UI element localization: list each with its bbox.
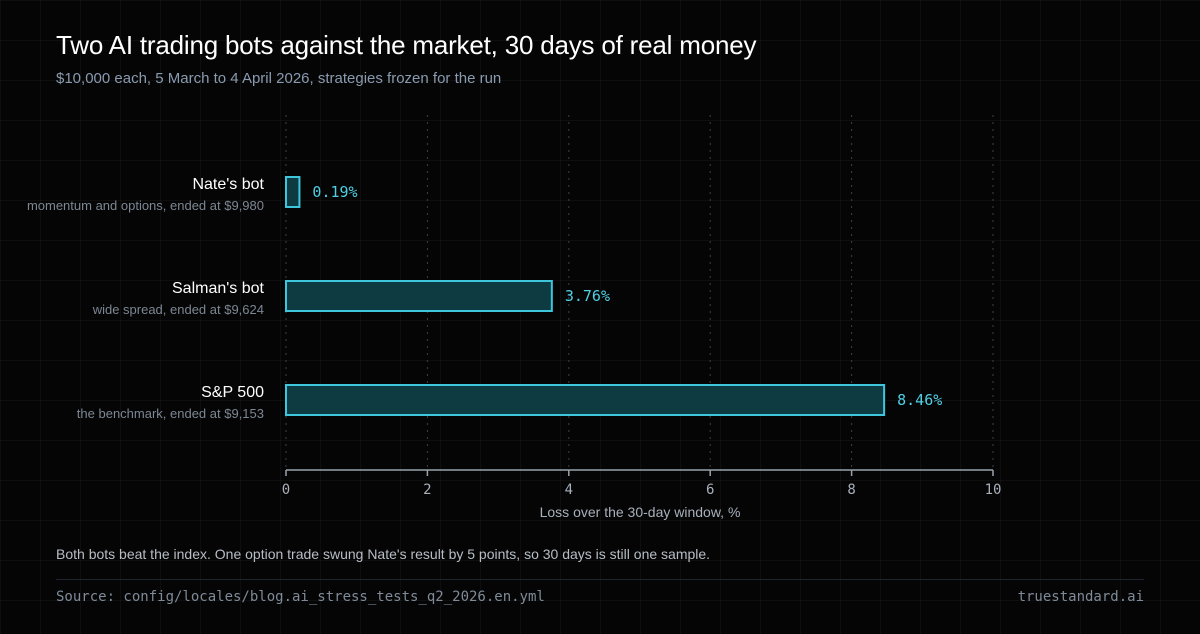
x-tick-label: 4: [565, 482, 573, 498]
x-axis: 0 2 4 6 8 10: [282, 469, 1002, 498]
category-label: S&P 500: [201, 384, 264, 401]
footer-divider: [56, 579, 1144, 580]
data-label: 8.46%: [897, 391, 942, 409]
x-axis-label: Loss over the 30-day window, %: [540, 504, 741, 520]
x-tick-label: 8: [847, 482, 855, 498]
footnote: Both bots beat the index. One option tra…: [56, 546, 711, 562]
data-label: 3.76%: [565, 287, 610, 305]
chart-subtitle: $10,000 each, 5 March to 4 April 2026, s…: [56, 70, 502, 87]
category-note: the benchmark, ended at $9,153: [77, 406, 264, 421]
chart-title: Two AI trading bots against the market, …: [56, 30, 757, 60]
bar: [285, 384, 886, 416]
source-note: Source: config/locales/blog.ai_stress_te…: [56, 589, 545, 605]
brand-label: truestandard.ai: [1017, 589, 1144, 605]
category-label: Salman's bot: [172, 280, 265, 297]
x-tick-label: 10: [985, 482, 1002, 498]
category-note: momentum and options, ended at $9,980: [27, 198, 264, 213]
data-label: 0.19%: [312, 183, 357, 201]
bar: [285, 176, 301, 208]
x-tick-label: 2: [423, 482, 431, 498]
x-tick-label: 6: [706, 482, 714, 498]
category-labels: Nate's bot momentum and options, ended at…: [27, 176, 265, 421]
x-tick-label: 0: [282, 482, 290, 498]
category-label: Nate's bot: [192, 176, 264, 193]
chart-bars: 0.19% 3.76% 8.46%: [285, 176, 942, 416]
category-note: wide spread, ended at $9,624: [92, 302, 264, 317]
bar: [285, 280, 553, 312]
